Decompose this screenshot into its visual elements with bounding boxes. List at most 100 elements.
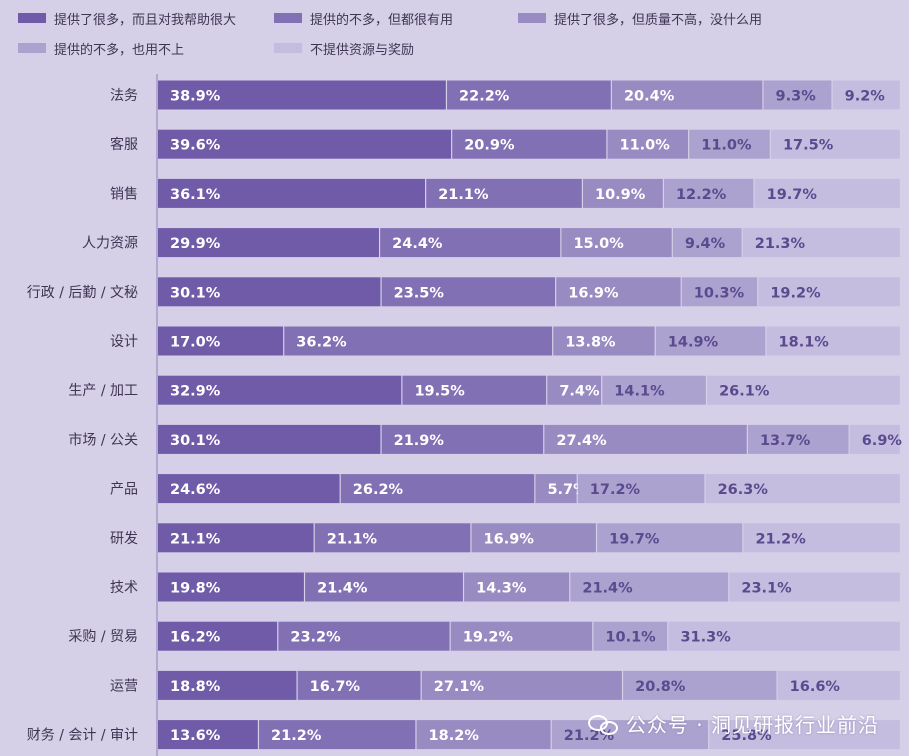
data-label: 21.4% <box>317 581 368 597</box>
category-label: 销售 <box>110 186 138 202</box>
data-label: 9.4% <box>685 236 726 252</box>
bar-segment <box>655 326 766 356</box>
bar-segment <box>158 424 381 454</box>
category-label: 客服 <box>110 136 138 153</box>
legend-swatch <box>274 43 302 53</box>
bar-segment <box>402 375 547 405</box>
data-label: 21.1% <box>327 531 378 547</box>
bar-segment <box>158 178 426 208</box>
data-label: 16.6% <box>790 679 841 695</box>
category-label: 产品 <box>110 482 138 498</box>
data-label: 26.3% <box>718 482 769 498</box>
bar-segment <box>672 228 742 258</box>
bar-segment <box>464 572 570 602</box>
bar-segment <box>158 523 314 553</box>
bar-segment <box>754 178 900 208</box>
data-label: 16.9% <box>484 531 535 547</box>
legend-label: 提供的不多，也用不上 <box>54 42 185 58</box>
bar-segment <box>314 523 471 553</box>
bar-segment <box>340 474 535 504</box>
bar-segment <box>284 326 553 356</box>
bar-segment <box>742 228 900 258</box>
bar-segment <box>381 277 556 307</box>
data-label: 20.4% <box>624 89 675 105</box>
data-label: 11.0% <box>701 138 752 154</box>
bar-segment <box>763 80 832 110</box>
bar-segment <box>158 720 258 750</box>
bar-segment <box>593 621 668 651</box>
data-label: 16.7% <box>310 679 361 695</box>
category-label: 设计 <box>110 334 138 350</box>
bar-segment <box>553 326 655 356</box>
bar-segment <box>447 80 611 110</box>
data-label: 6.9% <box>862 433 903 449</box>
legend-item: 提供了很多，但质量不高，没什么用 <box>518 9 763 28</box>
bar-segment <box>758 277 900 307</box>
bar-segment <box>471 523 596 553</box>
bar-segment <box>380 228 561 258</box>
bar-segment <box>611 80 763 110</box>
legend-label: 不提供资源与奖励 <box>310 42 415 58</box>
bar-segment <box>577 474 705 504</box>
bar-segment <box>158 670 297 700</box>
legend-swatch <box>18 13 46 23</box>
data-label: 24.6% <box>170 482 221 498</box>
category-label: 市场 / 公关 <box>68 431 138 448</box>
bar-segment <box>158 621 278 651</box>
legend-label: 提供了很多，但质量不高，没什么用 <box>554 12 763 28</box>
data-label: 32.9% <box>170 384 221 400</box>
data-label: 19.2% <box>770 285 821 301</box>
category-label: 研发 <box>110 531 138 547</box>
bar-segment <box>663 178 754 208</box>
bar-segment <box>689 129 770 159</box>
data-label: 10.9% <box>595 187 646 203</box>
legend-item: 提供了很多，而且对我帮助很大 <box>18 9 236 28</box>
bar-segment <box>547 375 602 405</box>
bar-segment <box>158 474 340 504</box>
wechat-logo-icon <box>587 713 618 735</box>
bar-segment <box>709 720 900 750</box>
bar-segment <box>450 621 593 651</box>
legend-label: 提供的不多，但都很有用 <box>310 12 454 28</box>
data-label: 15.0% <box>573 236 624 252</box>
data-label: 17.0% <box>170 335 221 351</box>
data-label: 22.2% <box>459 89 510 105</box>
data-label: 30.1% <box>170 433 221 449</box>
bar-segment <box>158 129 452 159</box>
data-label: 26.1% <box>719 384 770 400</box>
data-label: 12.2% <box>676 187 727 203</box>
bar-segment <box>849 424 900 454</box>
bar-segment <box>259 720 416 750</box>
bar-segment <box>158 277 381 307</box>
data-label: 14.1% <box>614 384 665 400</box>
data-label: 14.3% <box>476 581 527 597</box>
bar-segment <box>766 326 900 356</box>
legend-swatch <box>274 13 302 23</box>
data-label: 7.4% <box>559 384 600 400</box>
data-label: 23.1% <box>741 581 792 597</box>
bar-segment <box>158 572 304 602</box>
data-label: 27.4% <box>556 433 607 449</box>
category-label: 技术 <box>110 580 138 596</box>
data-label: 24.4% <box>392 236 443 252</box>
data-label: 39.6% <box>170 138 221 154</box>
data-label: 23.2% <box>290 630 341 646</box>
bar-segment <box>602 375 706 405</box>
data-label: 27.1% <box>434 679 485 695</box>
data-label: 16.2% <box>170 630 221 646</box>
data-label: 11.0% <box>620 138 671 154</box>
bar-segment <box>561 228 672 258</box>
data-label: 21.4% <box>582 581 633 597</box>
bar-segment <box>551 720 709 750</box>
watermark: 公众号 · 洞见研报行业前沿 <box>587 709 879 738</box>
data-label: 23.5% <box>394 285 445 301</box>
bar-segment <box>832 80 900 110</box>
data-label: 26.2% <box>353 482 404 498</box>
data-label: 19.7% <box>609 531 660 547</box>
data-label: 18.2% <box>429 728 480 744</box>
bar-segment <box>158 375 402 405</box>
data-label: 17.2% <box>590 482 641 498</box>
bar-segment <box>681 277 758 307</box>
legend-swatch <box>518 13 546 23</box>
